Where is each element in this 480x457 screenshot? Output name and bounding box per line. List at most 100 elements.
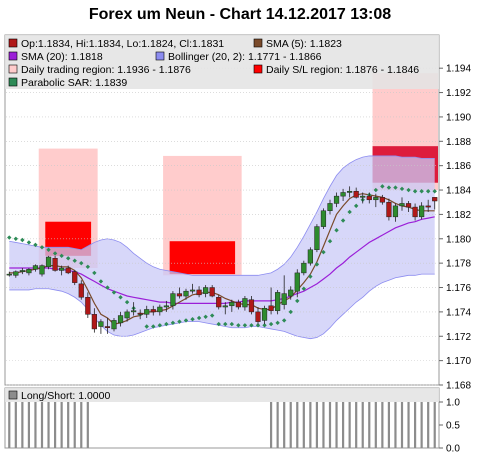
long-short-bar [309, 402, 312, 448]
long-short-bar [67, 402, 70, 448]
long-short-bar [355, 402, 358, 448]
long-short-bar [407, 402, 410, 448]
legend-text-bollinger: Bollinger (20, 2): 1.1771 - 1.1866 [168, 51, 322, 63]
legend: Op:1.1834, Hi:1.1834, Lo:1.1824, Cl:1.18… [8, 38, 419, 89]
sar-point [281, 318, 287, 323]
long-short-bar [86, 402, 89, 448]
sar-point [118, 295, 123, 300]
sar-point [275, 320, 280, 326]
price-tick-label: 1.178 [446, 259, 471, 270]
sar-point [262, 323, 267, 328]
sar-point [373, 187, 379, 193]
price-tick-label: 1.168 [446, 381, 471, 392]
grid-layer [6, 67, 438, 386]
sar-point [59, 253, 64, 259]
candle-body [163, 305, 169, 308]
sar-point [399, 186, 405, 192]
bollinger-band [9, 155, 435, 339]
sar-point [7, 235, 12, 240]
candle-body [72, 271, 78, 283]
bollinger-layer [9, 155, 435, 340]
sar-point [65, 256, 71, 261]
candle-body [360, 195, 366, 198]
sar-layer [7, 184, 437, 329]
legend-text-sl: Daily S/L region: 1.1876 - 1.1846 [266, 64, 419, 76]
candle-body [294, 272, 300, 292]
sar-point [92, 270, 97, 276]
sar-point [72, 258, 77, 263]
candle-body [242, 298, 248, 308]
candle-body [104, 326, 111, 328]
sar-point [196, 315, 202, 321]
candle-body [157, 306, 163, 313]
candle-body [52, 258, 58, 271]
sar-point [46, 247, 51, 252]
long-short-bar [413, 402, 417, 448]
long-short-bar [14, 402, 17, 448]
sar-point [314, 262, 320, 267]
sar-point [177, 319, 182, 324]
price-tick-label: 1.186 [446, 161, 471, 172]
candle-body [78, 283, 84, 298]
long-short-bar [328, 402, 332, 448]
candle-body [307, 249, 313, 264]
price-tick-label: 1.180 [446, 234, 471, 245]
sar-point [406, 187, 411, 193]
legend-swatch-sl [253, 64, 263, 74]
candle-body [111, 320, 117, 330]
sar-point [124, 299, 130, 305]
sub-tick-label: 0.0 [446, 444, 460, 455]
long-short-bar [60, 402, 63, 448]
candle-body [170, 293, 176, 307]
sar-point [321, 249, 326, 255]
candle-body [261, 307, 268, 321]
moving-average-layer [9, 193, 435, 325]
sar-point [242, 323, 248, 328]
sar-point [216, 321, 221, 327]
long-short-bar [40, 402, 44, 448]
sar-point [209, 313, 215, 318]
sar-point [157, 323, 163, 328]
long-short-bar [361, 402, 364, 448]
candle-body [373, 197, 379, 201]
candle-body [386, 201, 392, 218]
sar-point [288, 309, 293, 315]
legend-swatch-bollinger [155, 51, 165, 61]
sar-point [85, 264, 91, 270]
price-tick-label: 1.190 [446, 112, 471, 123]
candle-body [150, 309, 156, 313]
legend-box [5, 35, 439, 89]
bollinger-upper-line [9, 155, 435, 276]
long-short-bar [341, 402, 345, 448]
candle-body [144, 309, 150, 315]
long-short-bar [427, 402, 430, 448]
long-short-bar [302, 402, 305, 448]
sar-point [380, 184, 385, 189]
sar-point [183, 318, 189, 323]
sar-point [393, 185, 398, 190]
long-short-bar [269, 402, 273, 448]
candle-body [432, 197, 438, 202]
candle-body [412, 206, 418, 218]
sma20-line [9, 216, 435, 304]
sar-point [13, 236, 19, 241]
price-tick-label: 1.172 [446, 332, 471, 343]
candle-body [340, 192, 346, 197]
candle-body [229, 301, 235, 307]
long-short-bar [335, 402, 338, 448]
sar-point [308, 274, 313, 279]
sar-point [190, 317, 195, 322]
candle-body [59, 267, 65, 271]
candle-body [117, 315, 124, 324]
candle-body [399, 203, 405, 207]
candle-body [288, 289, 294, 297]
candle-body [327, 203, 333, 212]
long-short-axis: 0.0 0.5 1.0 [439, 398, 460, 455]
sar-point [347, 209, 352, 215]
price-axis: 1.168 1.170 1.172 1.174 1.176 1.178 1.180 1.182… [439, 64, 471, 392]
sar-point [52, 251, 58, 256]
candle-body [98, 321, 104, 327]
sar-point [203, 314, 208, 319]
